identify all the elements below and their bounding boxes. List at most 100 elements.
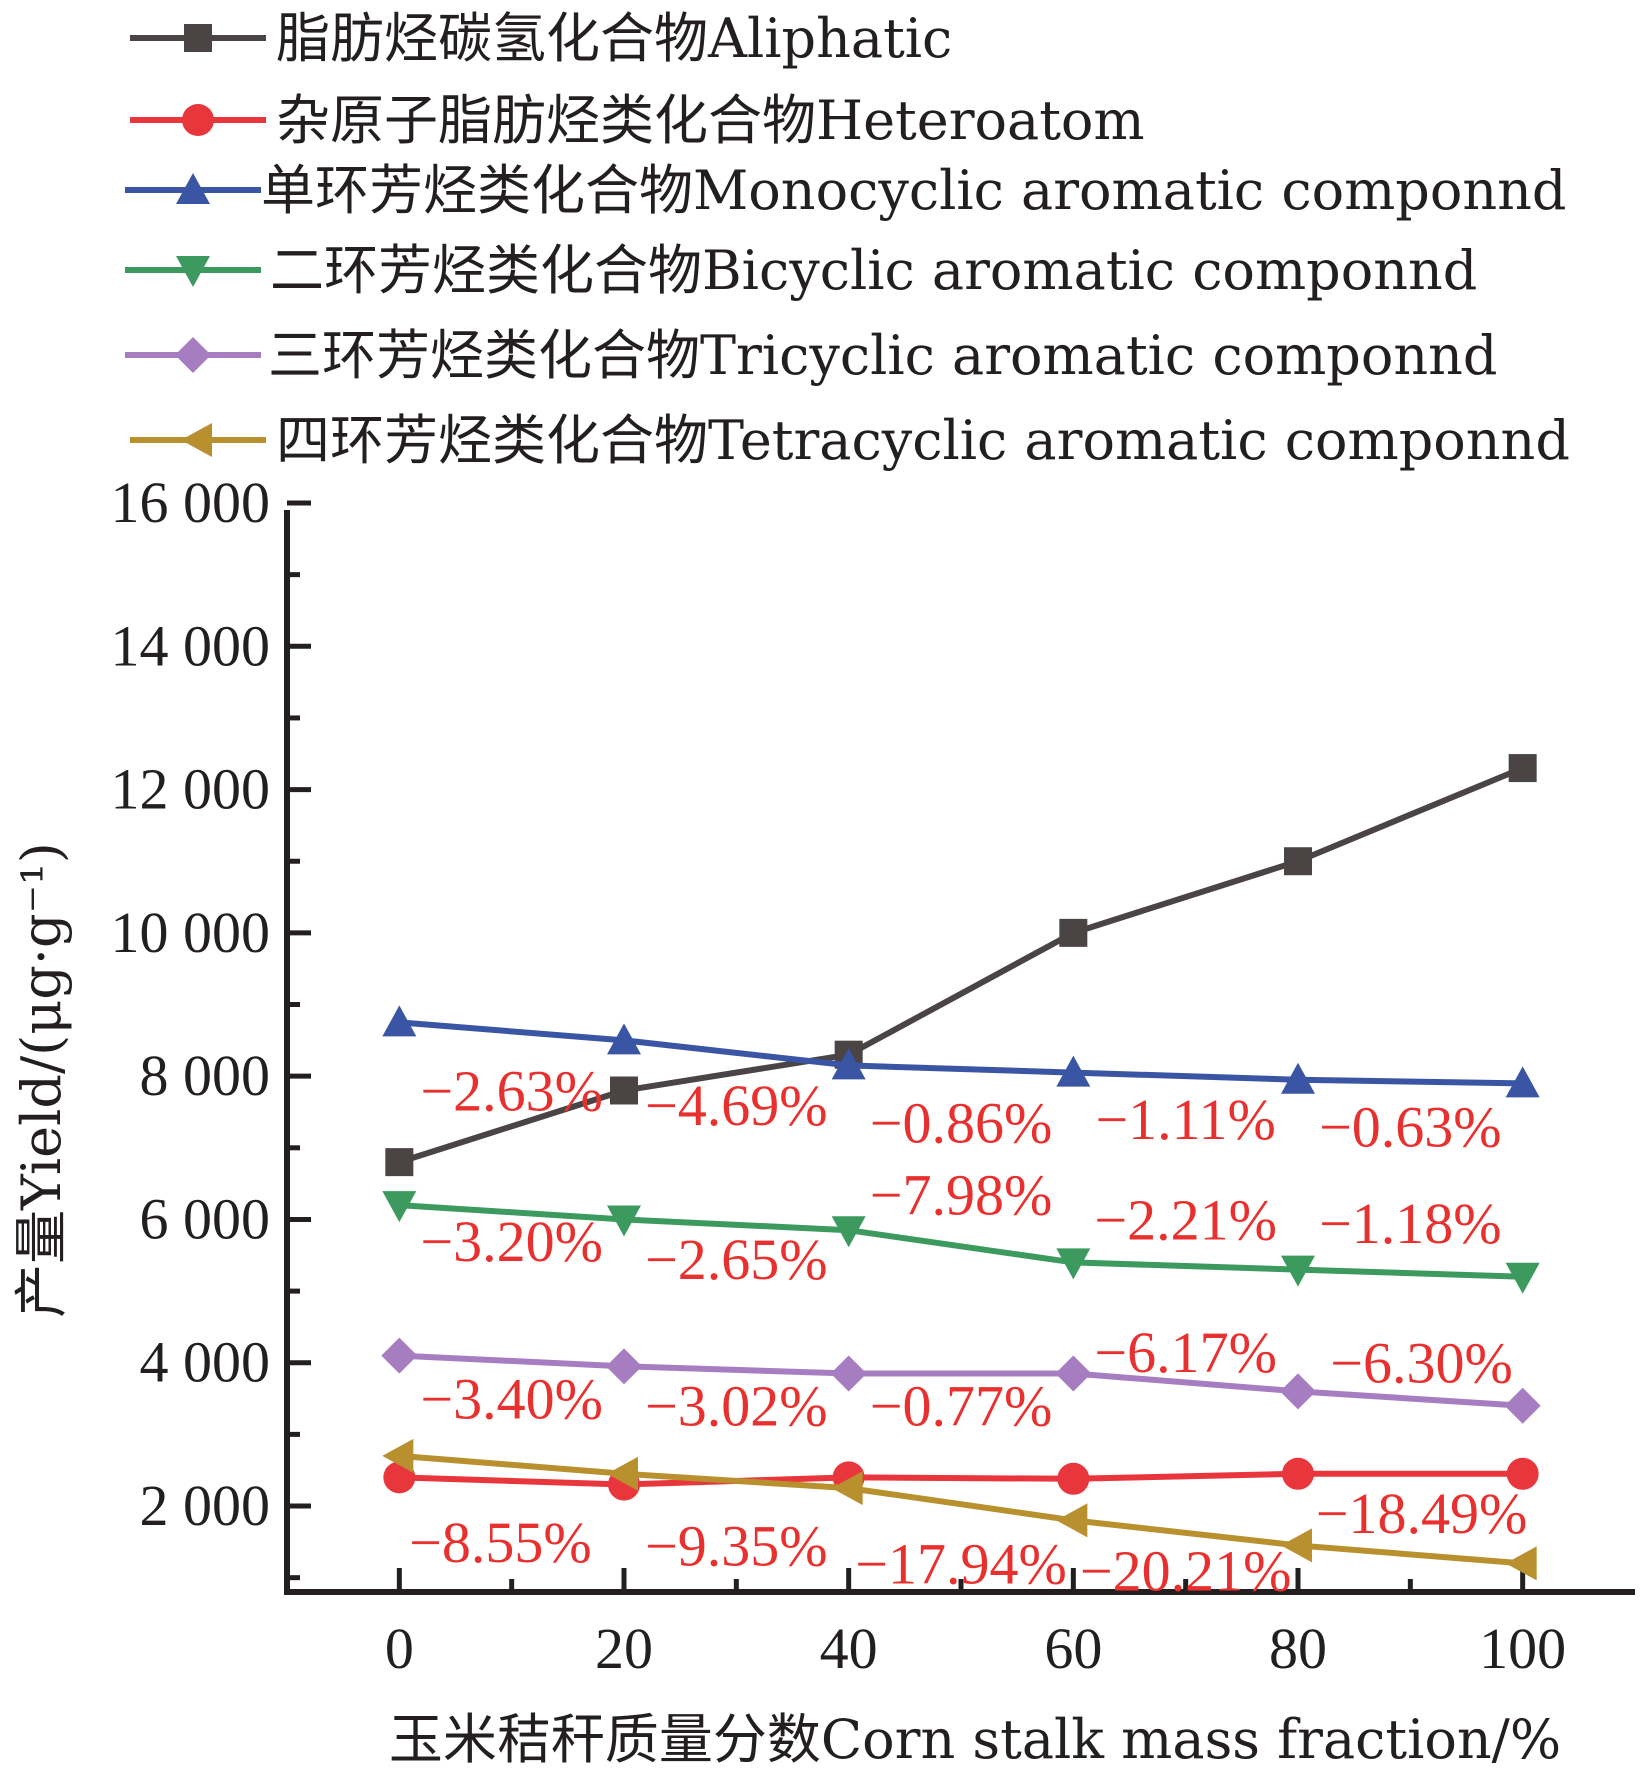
y-tick-label: 14 000 bbox=[111, 613, 271, 678]
legend-triangle-down-marker bbox=[176, 256, 210, 287]
series-line-aliphatic bbox=[398, 765, 1524, 1165]
percent-change-label: −3.20% bbox=[420, 1209, 603, 1274]
percent-change-label: −2.21% bbox=[1094, 1187, 1277, 1252]
y-tick-label: 4 000 bbox=[140, 1330, 271, 1395]
legend-label: 二环芳烃类化合物Bicyclic aromatic componnd bbox=[270, 239, 1477, 302]
y-tick-label: 12 000 bbox=[111, 757, 271, 822]
percent-change-label: −4.69% bbox=[645, 1073, 828, 1138]
legend-triangle-up-marker bbox=[176, 173, 210, 204]
legend-item-tetracyclic-aromatic-componnd: 四环芳烃类化合物Tetracyclic aromatic componnd bbox=[130, 409, 1570, 472]
series-bicyclic-aromatic-componnd bbox=[382, 1191, 1540, 1294]
legend-item-heteroatom: 杂原子脂肪烃类化合物Heteroatom bbox=[130, 89, 1145, 152]
y-axis-title: 产量Yield/(μg·g⁻¹) bbox=[10, 842, 73, 1318]
data-point-tetracyclic-aromatic-componnd bbox=[607, 1456, 638, 1491]
percent-change-label: −2.63% bbox=[420, 1058, 603, 1123]
data-point-bicyclic-aromatic-componnd bbox=[607, 1205, 641, 1237]
series-line-tricyclic-aromatic-componnd bbox=[399, 1352, 1523, 1409]
percent-change-label: −6.17% bbox=[1094, 1320, 1277, 1385]
percent-change-label: −3.02% bbox=[645, 1374, 828, 1439]
data-point-monocyclic-aromatic-componnd bbox=[831, 1048, 866, 1080]
data-point-monocyclic-aromatic-componnd bbox=[1281, 1062, 1315, 1094]
series-monocyclic-aromatic-componnd bbox=[382, 1005, 1540, 1098]
data-point-bicyclic-aromatic-componnd bbox=[382, 1191, 417, 1223]
percent-change-label: −0.86% bbox=[870, 1091, 1053, 1156]
data-point-aliphatic bbox=[1284, 847, 1312, 876]
percent-change-label: −0.63% bbox=[1319, 1094, 1502, 1159]
data-point-aliphatic bbox=[610, 1076, 638, 1105]
data-point-aliphatic bbox=[1059, 918, 1088, 947]
data-point-tricyclic-aromatic-componnd bbox=[1504, 1387, 1541, 1424]
data-point-tetracyclic-aromatic-componnd bbox=[1505, 1546, 1537, 1581]
y-tick-label: 10 000 bbox=[111, 900, 271, 965]
data-point-tetracyclic-aromatic-componnd bbox=[831, 1471, 863, 1506]
series-layer bbox=[381, 754, 1541, 1581]
series-tricyclic-aromatic-componnd bbox=[381, 1337, 1541, 1424]
legend-triangle-left-marker bbox=[181, 423, 212, 457]
legend-square-marker bbox=[184, 24, 212, 52]
series-line-heteroatom bbox=[399, 1470, 1523, 1488]
x-axis-title: 玉米秸秆质量分数Corn stalk mass fraction/% bbox=[389, 1708, 1561, 1771]
legend-item-aliphatic: 脂肪烃碳氢化合物Aliphatic bbox=[130, 7, 952, 70]
data-point-tricyclic-aromatic-componnd bbox=[381, 1337, 418, 1374]
y-tick-label: 2 000 bbox=[140, 1473, 271, 1538]
series-line-bicyclic-aromatic-componnd bbox=[399, 1202, 1523, 1280]
percent-change-label: −7.98% bbox=[870, 1162, 1053, 1227]
series-line-tetracyclic-aromatic-componnd bbox=[399, 1452, 1523, 1567]
data-point-bicyclic-aromatic-componnd bbox=[1505, 1262, 1540, 1294]
x-tick-label: 100 bbox=[1479, 1616, 1566, 1681]
x-tick-label: 40 bbox=[820, 1616, 878, 1681]
legend-label: 杂原子脂肪烃类化合物Heteroatom bbox=[276, 89, 1145, 152]
percent-change-label: −3.40% bbox=[420, 1367, 603, 1432]
data-point-tricyclic-aromatic-componnd bbox=[830, 1355, 867, 1392]
data-point-tricyclic-aromatic-componnd bbox=[606, 1348, 642, 1385]
legend-item-monocyclic-aromatic-componnd: 单环芳烃类化合物Monocyclic aromatic componnd bbox=[125, 159, 1567, 222]
percent-change-label: −2.65% bbox=[645, 1227, 828, 1292]
x-tick-label: 60 bbox=[1044, 1616, 1102, 1681]
percent-change-label: −0.77% bbox=[870, 1374, 1053, 1439]
data-point-monocyclic-aromatic-componnd bbox=[607, 1023, 641, 1055]
data-point-tetracyclic-aromatic-componnd bbox=[1056, 1503, 1088, 1538]
data-point-monocyclic-aromatic-componnd bbox=[382, 1005, 417, 1037]
series-line-monocyclic-aromatic-componnd bbox=[399, 1019, 1523, 1087]
legend-label: 四环芳烃类化合物Tetracyclic aromatic componnd bbox=[276, 409, 1570, 472]
data-point-heteroatom bbox=[1057, 1462, 1090, 1495]
percent-change-label: −8.55% bbox=[409, 1510, 592, 1575]
x-tick-label: 20 bbox=[595, 1616, 653, 1681]
data-point-tetracyclic-aromatic-componnd bbox=[382, 1438, 414, 1473]
series-heteroatom bbox=[383, 1457, 1539, 1501]
percent-change-label: −20.21% bbox=[1080, 1539, 1292, 1604]
data-point-bicyclic-aromatic-componnd bbox=[1281, 1255, 1315, 1287]
y-tick-label: 16 000 bbox=[111, 470, 271, 535]
percent-change-label: −1.11% bbox=[1095, 1087, 1275, 1152]
legend: 脂肪烃碳氢化合物Aliphatic 杂原子脂肪烃类化合物Heteroatom 单环芳… bbox=[125, 7, 1570, 472]
x-tick-label: 80 bbox=[1269, 1616, 1327, 1681]
data-point-tetracyclic-aromatic-componnd bbox=[1281, 1528, 1312, 1563]
x-tick-label: 0 bbox=[385, 1616, 414, 1681]
percent-change-label: −6.30% bbox=[1330, 1331, 1513, 1396]
y-tick-label: 8 000 bbox=[140, 1043, 271, 1108]
data-point-monocyclic-aromatic-componnd bbox=[1056, 1055, 1091, 1087]
data-point-bicyclic-aromatic-componnd bbox=[831, 1216, 866, 1248]
percent-change-label: −17.94% bbox=[855, 1531, 1067, 1596]
data-point-bicyclic-aromatic-componnd bbox=[1056, 1248, 1091, 1280]
data-point-tricyclic-aromatic-componnd bbox=[1055, 1355, 1092, 1392]
legend-item-bicyclic-aromatic-componnd: 二环芳烃类化合物Bicyclic aromatic componnd bbox=[125, 239, 1477, 302]
legend-diamond-marker bbox=[175, 337, 211, 373]
legend-label: 单环芳烃类化合物Monocyclic aromatic componnd bbox=[261, 159, 1567, 222]
legend-item-tricyclic-aromatic-componnd: 三环芳烃类化合物Tricyclic aromatic componnd bbox=[125, 324, 1498, 387]
data-point-aliphatic bbox=[385, 1148, 414, 1177]
percent-change-label: −18.49% bbox=[1316, 1481, 1528, 1546]
axes: 2 000 4 000 6 000 8 000 10 000 12 000 14 000 16… bbox=[111, 470, 1635, 1681]
percent-change-label: −1.18% bbox=[1319, 1191, 1502, 1256]
data-point-tricyclic-aromatic-componnd bbox=[1280, 1373, 1316, 1410]
legend-label: 三环芳烃类化合物Tricyclic aromatic componnd bbox=[268, 324, 1498, 387]
annotations: −2.63% −4.69% −0.86% −1.11% −0.63% −7.98% −3.2… bbox=[409, 1058, 1527, 1603]
data-point-monocyclic-aromatic-componnd bbox=[1505, 1066, 1540, 1098]
data-point-heteroatom bbox=[1506, 1457, 1539, 1490]
legend-label: 脂肪烃碳氢化合物Aliphatic bbox=[276, 7, 952, 70]
data-point-heteroatom bbox=[1282, 1457, 1314, 1490]
data-point-aliphatic bbox=[1508, 754, 1537, 783]
series-tetracyclic-aromatic-componnd bbox=[382, 1438, 1537, 1581]
y-tick-label: 6 000 bbox=[140, 1186, 271, 1251]
